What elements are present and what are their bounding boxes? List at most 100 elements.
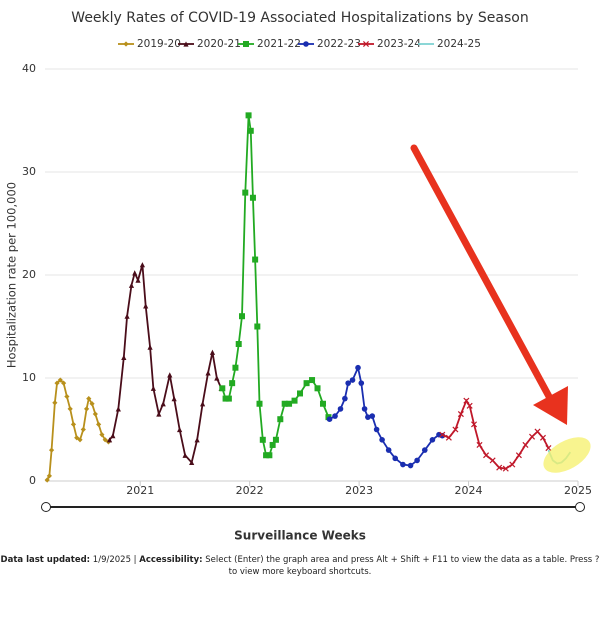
point (429, 437, 436, 443)
legend-label: 2020-21 (197, 38, 241, 50)
legend-label: 2024-25 (437, 38, 481, 50)
point (254, 323, 261, 330)
point (128, 282, 135, 288)
point (407, 462, 414, 469)
series-line (46, 378, 109, 481)
point (421, 447, 428, 453)
point (483, 452, 490, 459)
point (54, 380, 60, 386)
point (189, 459, 195, 466)
point (489, 457, 496, 464)
point (365, 414, 371, 420)
point (373, 426, 380, 433)
point (80, 426, 86, 433)
y-tick-label: 10 (22, 371, 36, 384)
point (232, 364, 239, 371)
point (439, 432, 446, 439)
point (502, 465, 509, 472)
point (143, 303, 149, 309)
chart: Weekly Rates of COVID-19 Associated Hosp… (5, 10, 593, 543)
point (229, 380, 236, 387)
point (89, 401, 95, 407)
point (86, 396, 92, 402)
highlight (543, 437, 591, 473)
point (326, 416, 333, 423)
point (463, 397, 470, 404)
point (132, 270, 138, 276)
series-line (329, 364, 443, 467)
point (124, 313, 130, 319)
point (115, 406, 121, 412)
y-axis-label: Hospitalization rate per 100,000 (5, 182, 19, 368)
footnote: Data last updated: 1/9/2025 | Accessibil… (0, 554, 600, 578)
point (48, 447, 55, 453)
point (46, 473, 52, 479)
updated-label: Data last updated: (0, 555, 91, 565)
point (522, 441, 529, 448)
point (534, 428, 541, 435)
legend-label: 2021-22 (257, 38, 301, 50)
point (219, 385, 226, 392)
accessibility-label: Accessibility: (139, 555, 203, 565)
point (214, 375, 220, 381)
series-line (221, 115, 330, 457)
point (64, 393, 70, 400)
point (96, 421, 102, 427)
point (263, 452, 270, 459)
point (349, 377, 356, 383)
point (70, 421, 77, 427)
arrow-shaft (410, 144, 556, 406)
point (102, 437, 108, 443)
point (239, 313, 246, 320)
point (303, 380, 310, 387)
point (249, 194, 256, 201)
point (445, 434, 452, 441)
legend-marker (362, 40, 370, 48)
point (471, 421, 478, 428)
point (457, 411, 464, 418)
point (256, 400, 263, 407)
point (106, 437, 113, 443)
legend-marker (123, 41, 129, 47)
point (182, 452, 188, 458)
x-tick-label: 2022 (236, 484, 264, 497)
point (83, 406, 90, 412)
slider-handle[interactable] (575, 502, 585, 512)
accessibility-text: Select (Enter) the graph area and press … (205, 555, 600, 577)
point (259, 436, 266, 443)
point (392, 455, 399, 462)
point (156, 411, 162, 417)
point (139, 262, 146, 268)
point (345, 380, 351, 386)
point (269, 441, 276, 448)
point (332, 413, 338, 419)
legend-marker (243, 41, 249, 47)
point (509, 461, 516, 468)
x-tick-label: 2024 (455, 484, 483, 497)
point (52, 400, 58, 406)
y-tick-label: 40 (22, 62, 36, 75)
legend-label: 2022-23 (317, 38, 361, 50)
point (222, 395, 229, 402)
point (369, 413, 376, 419)
point (205, 370, 211, 376)
point (135, 277, 141, 283)
point (242, 189, 249, 196)
plot-area[interactable] (44, 68, 579, 486)
point (171, 396, 177, 402)
legend-marker (303, 41, 309, 47)
point (297, 390, 304, 397)
point (177, 426, 183, 433)
point (277, 416, 284, 423)
point (314, 385, 321, 392)
point (358, 380, 365, 386)
point (61, 380, 67, 386)
x-tick-label: 2025 (564, 484, 592, 497)
slider-handle[interactable] (41, 502, 51, 512)
point (67, 406, 73, 412)
point (476, 441, 483, 448)
point (337, 406, 344, 412)
point (194, 437, 200, 443)
point (57, 377, 63, 383)
